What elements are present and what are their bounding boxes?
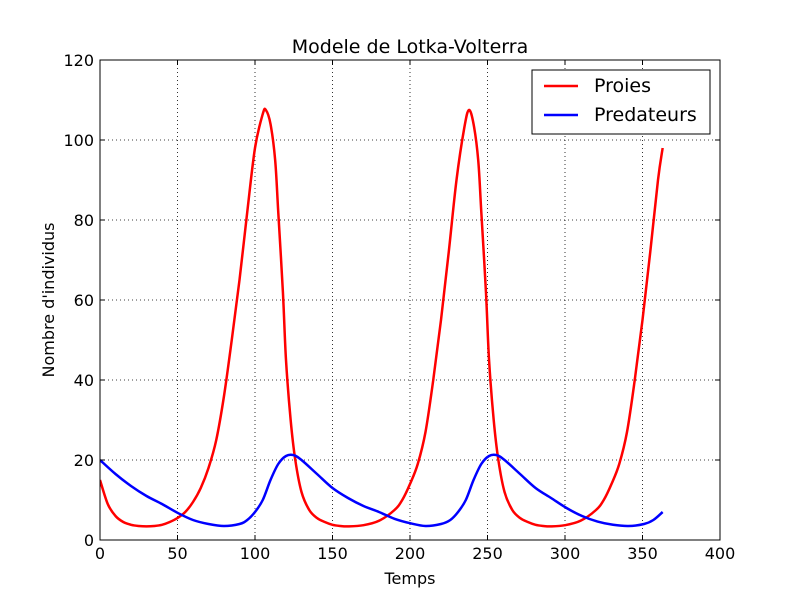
y-tick-label: 60 [74, 291, 94, 310]
x-axis-title: Temps [384, 569, 436, 588]
legend-box [531, 69, 711, 135]
y-axis-title: Nombre d'individus [39, 223, 58, 378]
x-tick-label: 350 [627, 544, 658, 563]
grid [100, 60, 720, 540]
series-line-predateurs [100, 453, 664, 528]
y-tick-label: 100 [63, 131, 94, 150]
x-tick-label: 200 [395, 544, 426, 563]
axis-ticks: 0 50 100 150 200 250 300 350 400 0 20 40 60 80 100 120 [63, 51, 735, 563]
x-tick-label: 250 [472, 544, 503, 563]
x-tick-label: 100 [240, 544, 271, 563]
legend-label-predateurs: Predateurs [594, 104, 697, 126]
x-tick-label: 300 [550, 544, 581, 563]
y-tick-label: 80 [74, 211, 94, 230]
chart-title: Modele de Lotka-Volterra [292, 36, 528, 58]
series-lines [100, 107, 664, 528]
y-tick-label: 20 [74, 451, 94, 470]
x-tick-label: 400 [705, 544, 736, 563]
legend-label-proies: Proies [594, 75, 651, 97]
series-line-proies [100, 107, 664, 528]
y-tick-label: 0 [84, 531, 94, 550]
x-tick-label: 150 [317, 544, 348, 563]
y-tick-label: 120 [63, 51, 94, 70]
x-tick-label: 0 [95, 544, 105, 563]
y-tick-label: 40 [74, 371, 94, 390]
x-tick-label: 50 [167, 544, 187, 563]
legend: Proies Predateurs [531, 69, 711, 135]
